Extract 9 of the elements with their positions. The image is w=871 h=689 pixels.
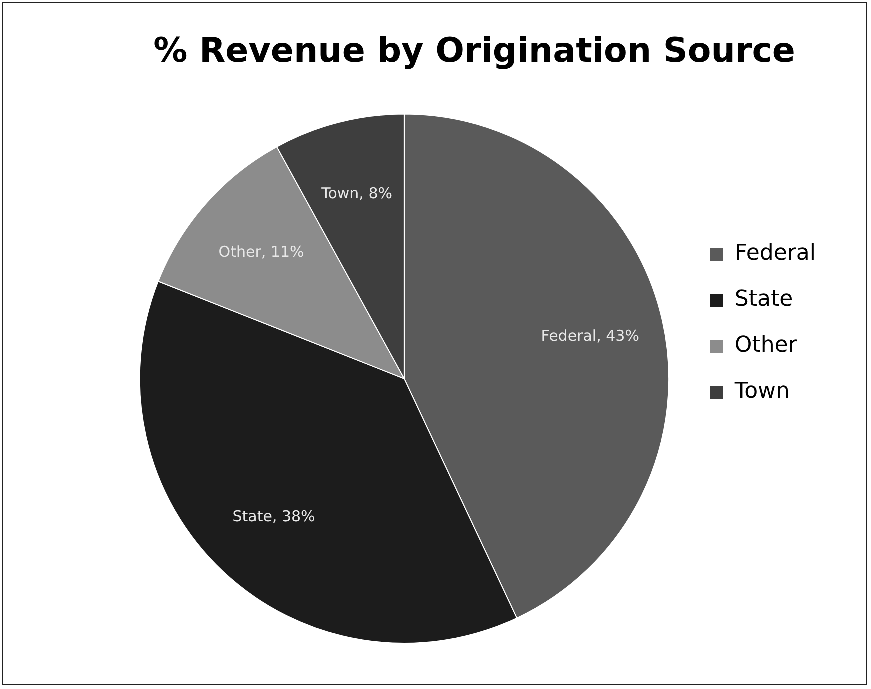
legend-label: Other — [734, 333, 798, 358]
data-label: State, 38% — [232, 508, 316, 526]
legend-label: State — [734, 287, 794, 312]
chart-title: % Revenue by Origination Source — [154, 31, 796, 72]
data-label: Other, 11% — [218, 242, 304, 261]
legend-label: Town — [734, 379, 790, 404]
legend-label: Federal — [734, 241, 816, 266]
data-label: Federal, 43% — [541, 327, 640, 346]
data-label: Town, 8% — [320, 184, 393, 202]
